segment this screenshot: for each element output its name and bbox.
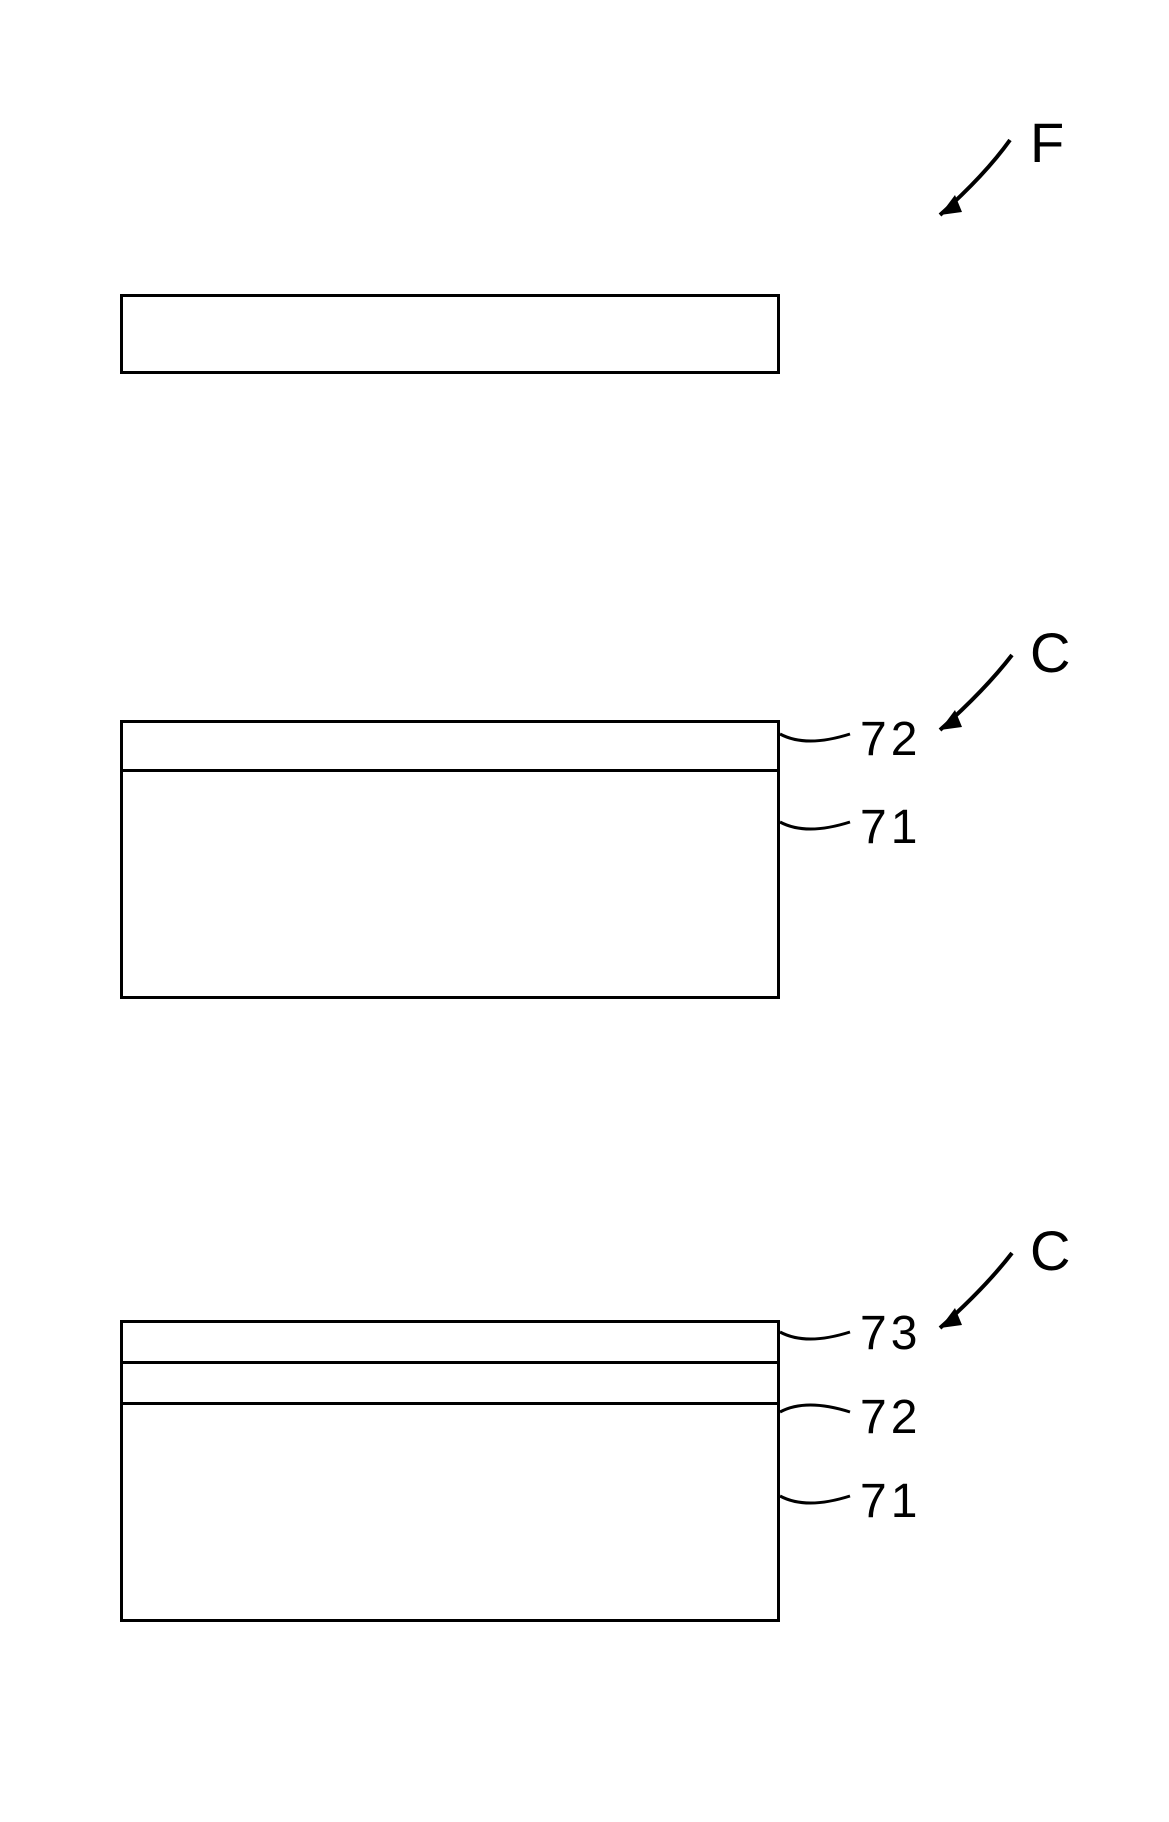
leader-c1-71 [780,822,850,829]
leader-c1-72 [780,734,850,741]
leader-c2-71 [780,1496,850,1503]
leader-c2-72 [780,1405,850,1412]
diagram-overlay [0,0,1169,1822]
leader-c2-73 [780,1332,850,1339]
